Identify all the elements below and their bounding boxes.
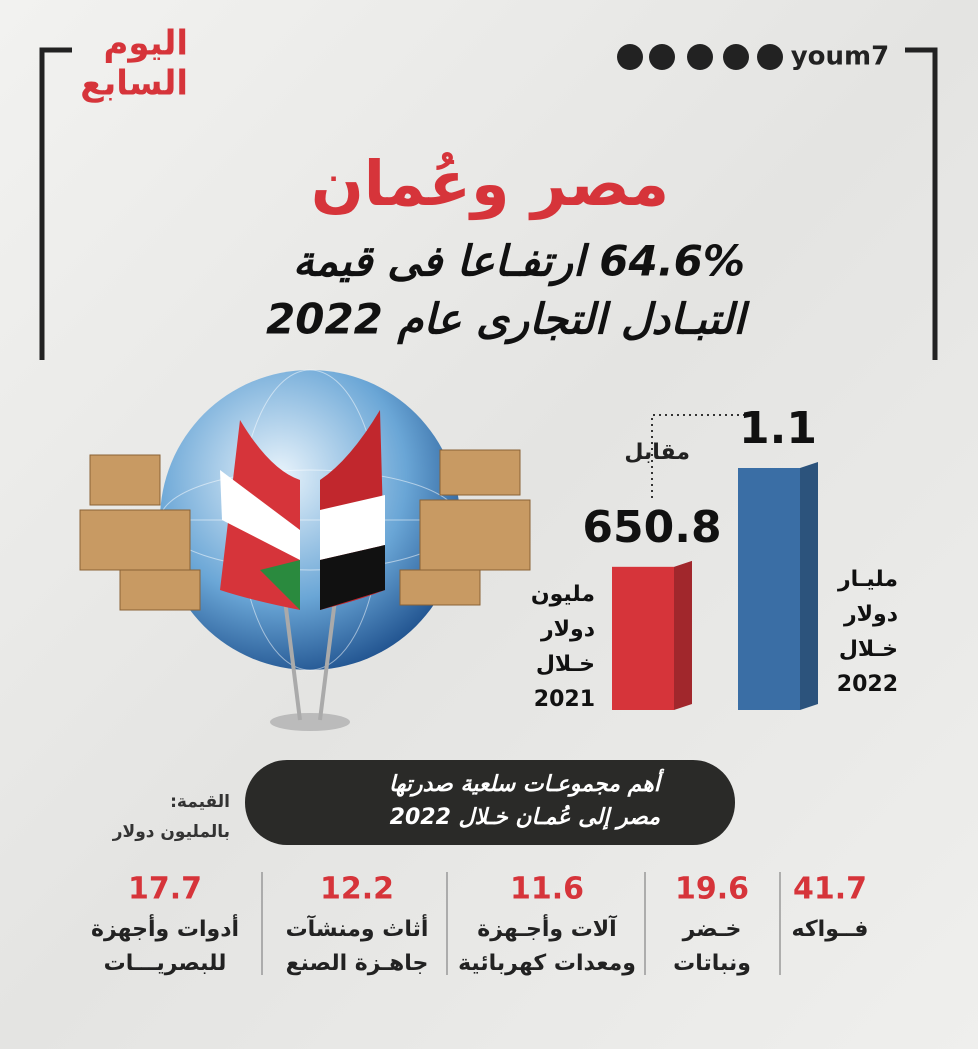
unit-note-line2: بالمليون دولار [112, 822, 230, 842]
groups-header-box [245, 760, 735, 845]
value-label: 650.8 [582, 502, 721, 553]
social-icons [617, 44, 783, 70]
bar-side [674, 560, 692, 710]
group-label: للبصريـــات [104, 951, 227, 976]
subtitle-line1: 64.6% ارتفـاعا فى قيمة [293, 237, 745, 287]
frame [39, 47, 938, 360]
unit-note-line1: القيمة: [170, 792, 230, 812]
bar [612, 566, 674, 710]
subtitle-line2: التبـادل التجارى عام 2022 [266, 295, 750, 345]
group-label: فــواكه [792, 917, 869, 942]
annotation-connector [651, 414, 745, 500]
bar-caption: دولار [843, 602, 898, 627]
group-label: أدوات وأجهزة [91, 913, 239, 942]
globe-illustration [79, 369, 531, 731]
bar-caption: مليون [531, 582, 595, 607]
group-label: خـضر [682, 917, 742, 942]
group-items: 41.7 فــواكه 19.6 خـضر ونباتات 11.6 آلات وأجـه… [91, 872, 869, 977]
group-label: أثاث ومنشآت [286, 913, 429, 942]
group-label: ومعدات كهربائية [458, 951, 636, 976]
logo-line2: السابع [80, 64, 188, 104]
groups-header-line1: أهم مجموعـات سلعية صدرتها [389, 768, 665, 797]
bar-side [800, 462, 818, 710]
group-value: 19.6 [675, 872, 749, 907]
bar-category: 2021 [534, 687, 595, 712]
value-label: 1.1 [739, 403, 817, 454]
site-name: youm7 [791, 42, 890, 72]
bar-chart: 650.8 مليون دولار خـلال 2021 1.1 مليـار دولار خـ… [531, 403, 898, 712]
group-label: جاهـزة الصنع [286, 951, 429, 976]
groups-header-line2: مصر إلى عُمـان خـلال 2022 [390, 805, 661, 830]
group-value: 12.2 [320, 872, 394, 907]
group-value: 41.7 [793, 872, 867, 907]
title: مصر وعُمان [311, 147, 669, 220]
group-label: ونباتات [673, 951, 751, 976]
bar-caption: خـلال [839, 637, 898, 662]
group-value: 17.7 [128, 872, 202, 907]
bar-caption: دولار [540, 617, 595, 642]
group-label: آلات وأجـهزة [477, 913, 617, 942]
group-value: 11.6 [510, 872, 584, 907]
bar-caption: مليـار [837, 567, 898, 592]
bar-caption: خـلال [536, 652, 595, 677]
bar-category: 2022 [837, 672, 898, 697]
logo-line1: اليوم [103, 24, 188, 64]
bar [738, 468, 800, 710]
annotation: مقابل [624, 440, 690, 465]
